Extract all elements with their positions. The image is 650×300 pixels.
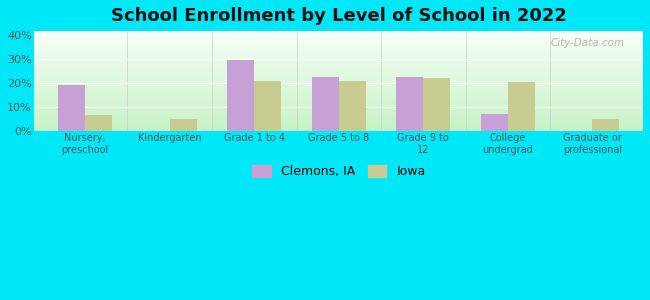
Bar — [592, 119, 619, 131]
Bar — [481, 114, 508, 131]
Legend: Clemons, IA, Iowa: Clemons, IA, Iowa — [246, 159, 432, 184]
Bar — [254, 81, 281, 131]
Bar — [396, 77, 423, 131]
Bar — [339, 81, 366, 131]
Bar — [508, 82, 535, 131]
Bar — [85, 115, 112, 131]
Bar — [170, 119, 197, 131]
Bar — [58, 85, 85, 131]
Bar — [227, 60, 254, 131]
Title: School Enrollment by Level of School in 2022: School Enrollment by Level of School in … — [111, 7, 567, 25]
Text: City-Data.com: City-Data.com — [551, 38, 625, 48]
Bar — [423, 78, 450, 131]
Bar — [312, 77, 339, 131]
